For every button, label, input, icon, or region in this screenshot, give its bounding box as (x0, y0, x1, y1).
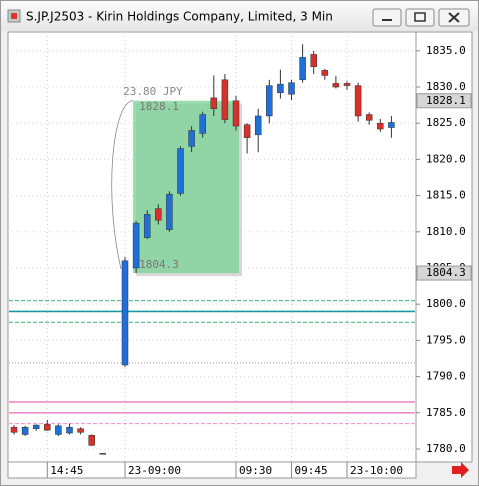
candle-body (188, 130, 195, 147)
candle-body (21, 427, 29, 435)
candle-body (254, 115, 262, 136)
candle-body (321, 70, 329, 76)
candle-body (343, 83, 351, 86)
y-tick-label: 1820.0 (426, 152, 466, 165)
candle-body (99, 453, 107, 455)
last-price-tag-box (416, 93, 472, 109)
scroll-right-arrow[interactable] (452, 462, 469, 478)
y-tick-label: 1810.0 (426, 225, 466, 238)
candle-body (388, 122, 395, 128)
minimize-button[interactable] (372, 8, 402, 27)
y-tick-label: 1830.0 (426, 80, 466, 93)
candle-body (32, 424, 40, 429)
candle-body (232, 100, 240, 127)
candle-body (166, 193, 173, 230)
candle-body (210, 97, 218, 109)
window-title: S.JP.J2503 - Kirin Holdings Company, Lim… (26, 10, 333, 24)
measure-box (133, 100, 239, 274)
y-tick-label: 1815.0 (426, 189, 466, 202)
candle-body (310, 54, 317, 67)
candle-body (121, 260, 129, 366)
close-button[interactable] (438, 8, 470, 27)
last-price-tag: 1828.1 (426, 94, 466, 107)
x-tick-label: 23-09:00 (128, 464, 181, 477)
candle-body (277, 83, 284, 94)
time-axis (7, 461, 417, 479)
x-tick-label: 09:30 (239, 464, 272, 477)
candle-body (266, 85, 273, 117)
candle-body (177, 148, 184, 194)
x-tick-label: 23-10:00 (350, 464, 403, 477)
candle-body (377, 122, 384, 130)
candle-body (77, 428, 84, 433)
candle-body (155, 208, 162, 221)
candle-body (143, 214, 151, 238)
candle-body (66, 427, 73, 434)
candle-body (288, 82, 295, 95)
candle-body (55, 425, 62, 435)
candle-body (44, 424, 51, 431)
y-tick-label: 1780.0 (426, 442, 466, 455)
y-tick-label: 1790.0 (426, 370, 466, 383)
x-tick-label: 14:45 (50, 464, 83, 477)
measure-low-label: 1804.3 (139, 258, 179, 271)
candle-body (132, 222, 140, 269)
measure-connector (111, 100, 134, 270)
candle-body (365, 114, 373, 121)
candle-body (88, 434, 95, 446)
x-tick-label: 09:45 (295, 464, 328, 477)
maximize-button[interactable] (405, 8, 435, 27)
y-tick-label: 1835.0 (426, 44, 466, 57)
y-tick-label: 1825.0 (426, 116, 466, 129)
measure-low-tag: 1804.3 (426, 266, 466, 279)
y-tick-label: 1800.0 (426, 297, 466, 310)
candle-body (243, 124, 251, 138)
y-tick-label: 1785.0 (426, 406, 466, 419)
candle-body (10, 427, 18, 433)
candle-body (299, 57, 306, 81)
y-tick-label: 1795.0 (426, 333, 466, 346)
app-icon (7, 9, 21, 23)
candle-body (199, 114, 206, 134)
candle-body (221, 79, 229, 120)
candle-body (354, 85, 362, 117)
measure-label: 23.80 JPY (123, 85, 183, 98)
measure-high-label: 1828.1 (139, 100, 179, 113)
candle-body (332, 83, 340, 88)
measure-low-tag-box (416, 265, 472, 281)
